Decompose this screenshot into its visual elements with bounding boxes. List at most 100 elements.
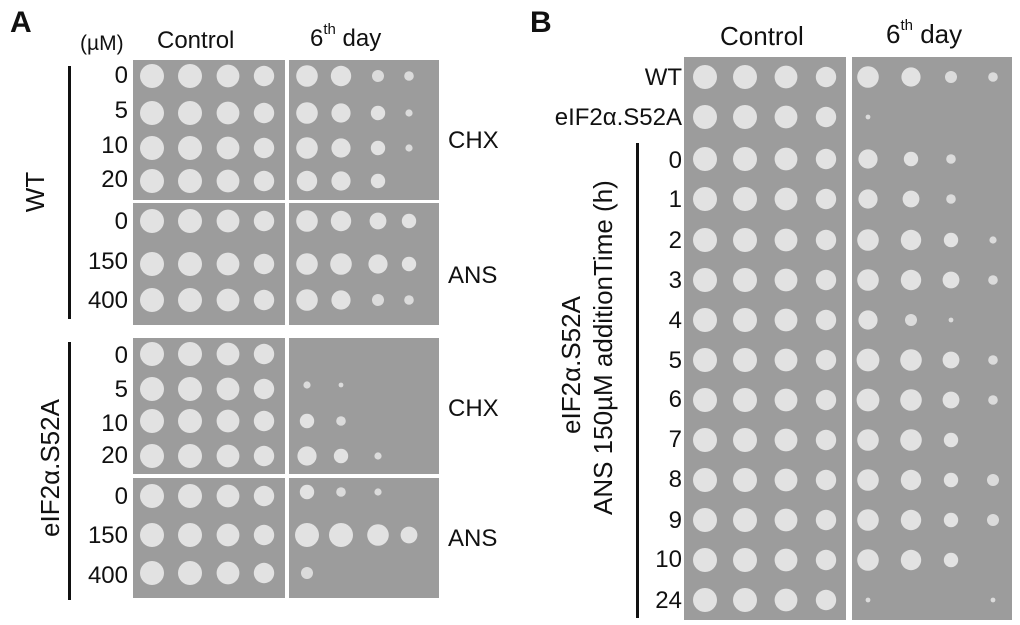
colony-spot	[140, 64, 164, 88]
colony-spot	[733, 147, 757, 171]
conc-label: 400	[87, 287, 128, 314]
colony-spot	[301, 567, 313, 579]
colony-spot	[733, 468, 757, 492]
colony-spot	[178, 342, 202, 366]
colony-spot	[336, 416, 346, 426]
colony-spot	[857, 269, 879, 291]
colony-spot	[178, 377, 202, 401]
time-label: 3	[668, 267, 682, 294]
colony-spot	[693, 308, 717, 332]
conc-label: 20	[101, 442, 128, 469]
colony-spot	[946, 194, 956, 204]
colony-spot	[945, 71, 957, 83]
conc-label: 0	[114, 342, 128, 369]
colony-spot	[178, 209, 202, 233]
colony-spot	[900, 429, 922, 451]
colony-spot	[296, 289, 318, 311]
colony-spot	[140, 444, 164, 468]
colony-spot	[178, 484, 202, 508]
colony-spot	[331, 103, 351, 123]
colony-spot	[733, 187, 757, 211]
conc-label: 0	[114, 208, 128, 235]
colony-spot	[405, 144, 413, 152]
colony-spot	[774, 508, 798, 532]
colony-spot	[369, 212, 387, 230]
colony-spot	[693, 105, 717, 129]
conc-label: 0	[114, 483, 128, 510]
colony-spot	[140, 252, 164, 276]
colony-spot	[404, 295, 414, 305]
colony-spot	[178, 523, 202, 547]
colony-spot	[404, 71, 414, 81]
colony-spot	[946, 154, 956, 164]
colony-spot	[253, 210, 275, 232]
row-label-wt: WT	[644, 64, 682, 91]
colony-spot	[296, 170, 318, 192]
colony-spot	[178, 64, 202, 88]
colony-spot	[774, 268, 798, 292]
colony-spot	[858, 189, 878, 209]
colony-spot	[942, 351, 960, 369]
time-label: 0	[668, 147, 682, 174]
colony-spot	[815, 66, 837, 88]
colony-spot	[330, 65, 352, 87]
colony-spot	[374, 452, 382, 460]
panel-b-letter: B	[530, 6, 552, 39]
colony-spot	[253, 343, 275, 365]
colony-spot	[774, 548, 798, 572]
colony-spot	[370, 105, 386, 121]
time-label: 4	[668, 307, 682, 334]
colony-spot	[368, 254, 388, 274]
row-label-mutant: eIF2α.S52A	[554, 104, 682, 131]
colony-spot	[990, 597, 996, 603]
colony-spot	[333, 448, 349, 464]
colony-spot	[858, 310, 878, 330]
panel-a-control-label: Control	[157, 27, 235, 54]
colony-spot	[858, 149, 878, 169]
colony-spot	[401, 256, 417, 272]
colony-spot	[774, 468, 798, 492]
colony-spot	[253, 445, 275, 467]
time-bracket-line	[636, 143, 639, 618]
colony-spot	[216, 409, 240, 433]
colony-spot	[815, 509, 837, 531]
colony-spot	[216, 252, 240, 276]
colony-spot	[331, 171, 351, 191]
colony-spot	[140, 342, 164, 366]
colony-spot	[900, 549, 922, 571]
colony-spot	[216, 101, 240, 125]
colony-spot	[216, 169, 240, 193]
colony-spot	[216, 561, 240, 585]
colony-spot	[901, 67, 921, 87]
colony-spot	[815, 429, 837, 451]
conc-label: 10	[101, 410, 128, 437]
colony-spot	[295, 523, 319, 547]
colony-spot	[331, 138, 351, 158]
colony-spot	[733, 348, 757, 372]
colony-spot	[372, 294, 384, 306]
colony-spot	[299, 484, 315, 500]
colony-spot	[367, 524, 389, 546]
colony-spot	[857, 549, 879, 571]
colony-spot	[943, 472, 959, 488]
colony-spot	[942, 391, 960, 409]
drug-label-ans-wt: ANS	[448, 262, 498, 289]
colony-spot	[774, 65, 798, 89]
conc-label: 400	[87, 562, 128, 589]
colony-spot	[178, 252, 202, 276]
colony-spot	[140, 484, 164, 508]
time-label: 2	[668, 227, 682, 254]
colony-spot	[900, 229, 922, 251]
colony-spot	[253, 65, 275, 87]
colony-spot	[774, 105, 798, 129]
colony-spot	[943, 432, 959, 448]
colony-spot	[815, 148, 837, 170]
colony-spot	[330, 210, 352, 232]
colony-spot	[693, 508, 717, 532]
colony-spot	[943, 232, 959, 248]
colony-spot	[253, 410, 275, 432]
colony-spot	[140, 136, 164, 160]
colony-spot	[693, 588, 717, 612]
colony-spot	[140, 561, 164, 585]
conc-label: 5	[114, 97, 128, 124]
